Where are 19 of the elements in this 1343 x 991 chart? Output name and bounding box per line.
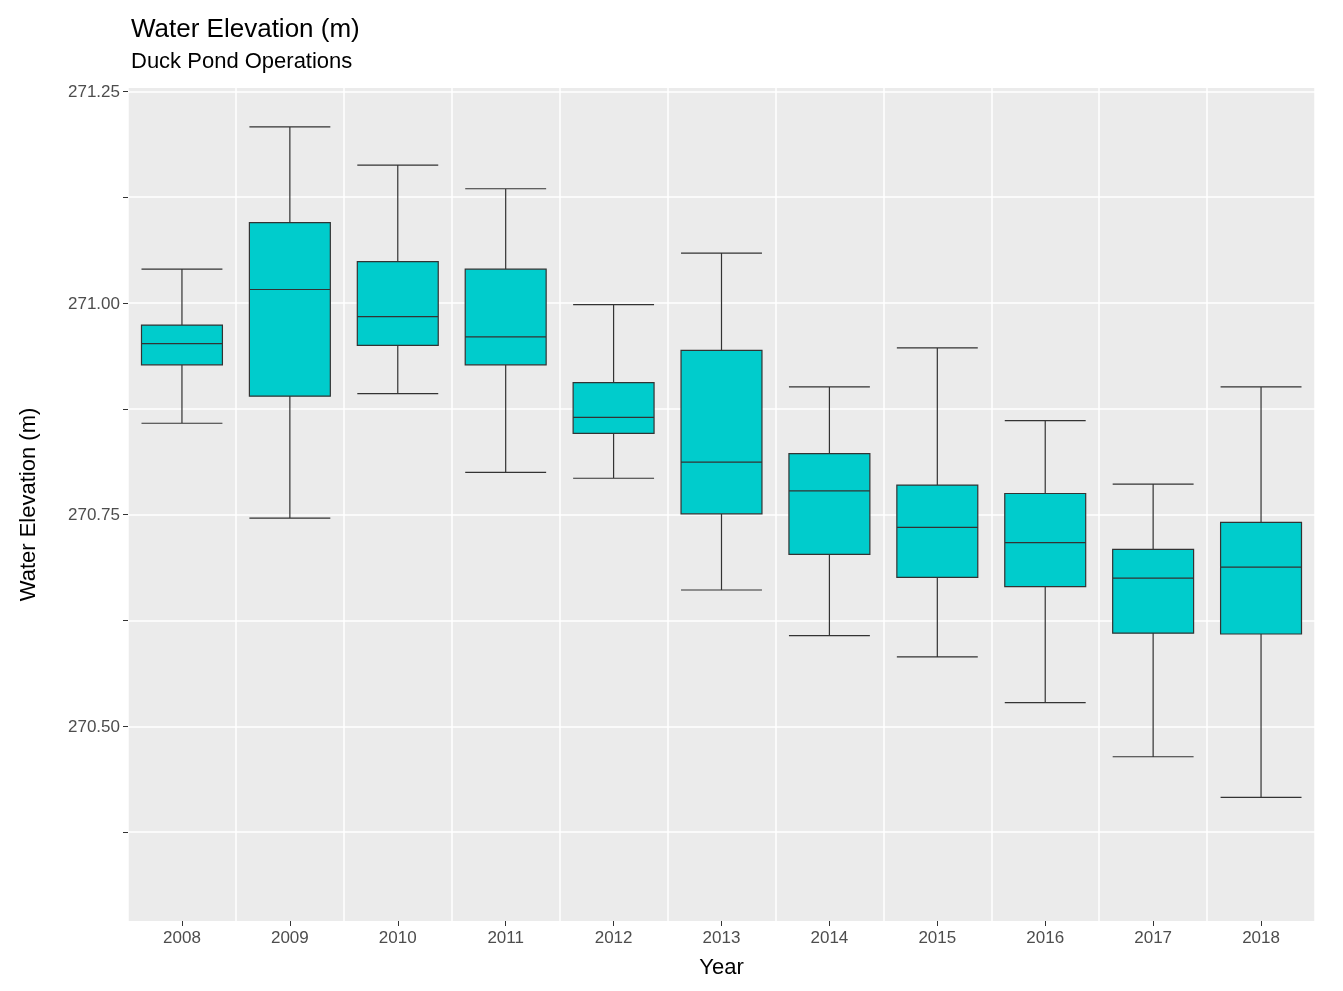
x-tick-label: 2015: [918, 928, 957, 947]
x-tick-label: 2016: [1026, 928, 1065, 947]
x-tick-label: 2010: [378, 928, 417, 947]
x-axis-title: Year: [699, 953, 744, 979]
x-tick-label: 2017: [1134, 928, 1173, 947]
x-tick-label: 2009: [270, 928, 309, 947]
x-tick-label: 2013: [702, 928, 741, 947]
x-tick-label: 2008: [163, 928, 201, 947]
y-tick-label: 270.50: [68, 716, 120, 736]
chart-title: Water Elevation (m): [131, 13, 360, 43]
y-tick-label: 271.25: [68, 81, 120, 101]
x-tick-label: 2012: [594, 928, 633, 947]
x-tick-label: 2018: [1242, 928, 1280, 947]
x-tick-label: 2011: [487, 928, 524, 947]
x-tick-label: 2014: [810, 928, 849, 947]
y-axis-title: Water Elevation (m): [14, 407, 40, 602]
y-tick-label: 271.00: [68, 293, 120, 313]
y-tick-label: 270.75: [68, 505, 120, 525]
chart-subtitle: Duck Pond Operations: [131, 47, 353, 73]
